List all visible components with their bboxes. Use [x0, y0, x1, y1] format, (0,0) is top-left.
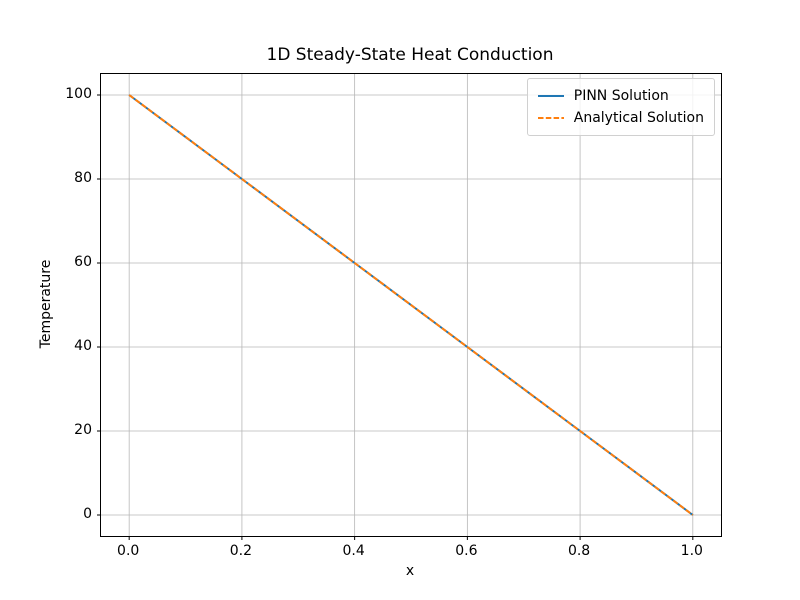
y-tick-label: 100 — [65, 86, 92, 102]
pinn-line-sample-icon — [537, 95, 564, 97]
x-tick-label: 0.2 — [229, 543, 253, 559]
y-tick-label: 20 — [74, 422, 92, 438]
legend-item-analytical-solution: Analytical Solution — [537, 107, 704, 129]
y-tick-label: 60 — [74, 254, 92, 270]
series-line-1 — [128, 94, 694, 516]
x-tick-label: 0.4 — [342, 543, 365, 559]
y-tick-label: 80 — [74, 170, 92, 186]
legend-label-pinn: PINN Solution — [573, 88, 669, 104]
plot-canvas — [97, 74, 721, 540]
chart-title: 1D Steady-State Heat Conduction — [266, 45, 554, 65]
x-tick-label: 1.0 — [680, 543, 703, 559]
y-axis-label: Temperature — [38, 259, 54, 349]
x-tick-label: 0.8 — [567, 543, 591, 559]
x-axis-label: x — [405, 563, 415, 579]
legend: PINN Solution Analytical Solution — [526, 78, 715, 136]
y-tick-label: 40 — [74, 338, 92, 354]
x-tick-label: 0.6 — [455, 543, 478, 559]
legend-item-pinn-solution: PINN Solution — [537, 85, 704, 107]
analytical-line-sample-icon — [537, 117, 564, 119]
y-tick-label: 0 — [83, 506, 92, 522]
legend-label-analytical: Analytical Solution — [573, 110, 704, 126]
plot-area: PINN Solution Analytical Solution — [97, 73, 722, 540]
x-tick-label: 0.0 — [117, 543, 140, 559]
